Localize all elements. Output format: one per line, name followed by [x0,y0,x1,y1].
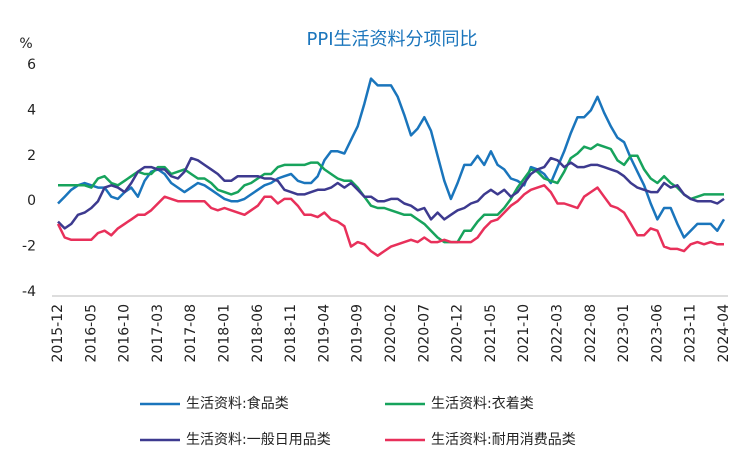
x-tick-label: 2017-03 [150,304,166,363]
x-tick-label: 2017-08 [183,304,199,363]
x-tick-label: 2020-02 [383,304,399,363]
series-line [56,184,724,257]
legend-label: 生活资料:一般日用品类 [186,432,331,448]
x-tick-label: 2024-04 [716,304,732,363]
x-tick-label: 2020-07 [416,304,432,363]
series-line [57,156,725,230]
x-tick-label: 2019-09 [350,304,366,363]
y-tick-label: 4 [27,102,36,118]
x-tick-label: 2019-04 [316,304,332,363]
x-tick-label: 2023-01 [616,304,632,363]
x-tick-label: 2018-11 [283,304,299,363]
x-tick-label: 2020-12 [450,304,466,363]
x-tick-label: 2023-11 [683,304,699,363]
x-tick-label: 2021-10 [516,304,532,363]
x-tick-label: 2015-12 [50,304,66,363]
y-axis-label: % [19,36,32,52]
y-tick-label: 2 [27,148,36,164]
y-tick-label: 6 [27,57,36,73]
x-tick-label: 2016-10 [117,304,133,363]
legend-label: 生活资料:食品类 [186,395,289,412]
x-tick-label: 2023-06 [649,304,665,363]
y-tick-label: 0 [27,193,36,209]
x-tick-label: 2016-05 [83,304,99,363]
x-tick-label: 2018-06 [250,304,266,363]
y-tick-label: -4 [22,284,36,300]
series-line [57,77,726,239]
y-tick-label: -2 [22,239,36,255]
x-tick-label: 2022-08 [583,304,599,363]
legend-label: 生活资料:耐用消费品类 [431,432,576,448]
series-line [58,143,724,244]
x-tick-label: 2018-01 [217,304,233,363]
x-tick-label: 2022-03 [550,304,566,363]
legend-label: 生活资料:衣着类 [431,396,534,412]
chart-title: PPI生活资料分项同比 [306,29,477,50]
x-tick-label: 2021-05 [483,304,499,363]
